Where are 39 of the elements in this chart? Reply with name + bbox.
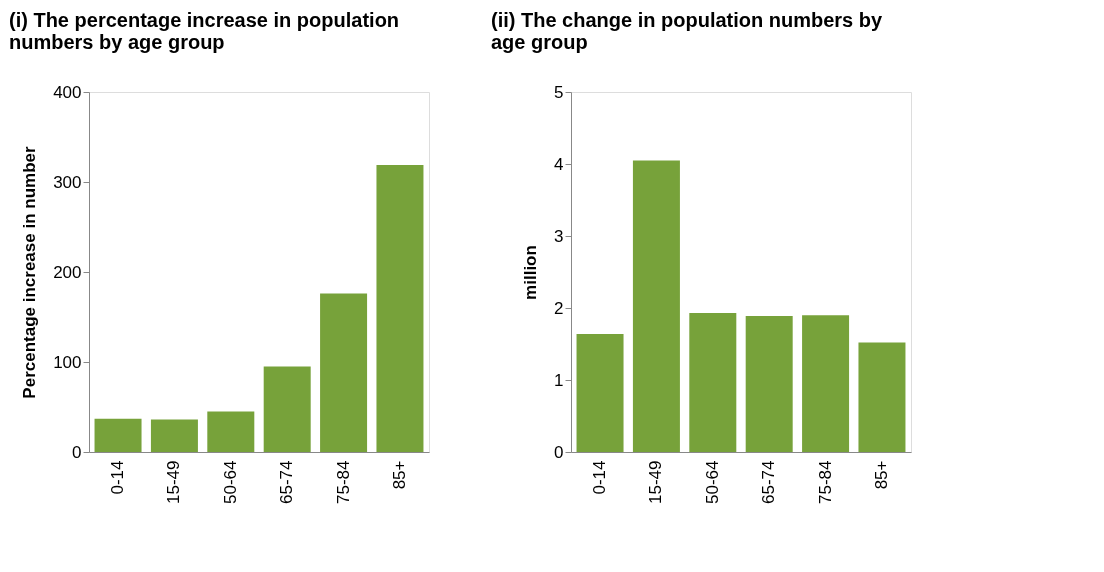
y-tick-label: 4	[554, 154, 564, 174]
x-tick-label: 75-84	[333, 460, 353, 504]
bar	[802, 315, 850, 452]
y-axis-title: Percentage increase in number	[20, 145, 40, 399]
bar	[576, 333, 624, 452]
y-tick-label: 300	[53, 172, 82, 192]
x-tick-label: 15-49	[164, 460, 184, 504]
x-tick-label: 65-74	[759, 460, 779, 504]
y-tick-label: 400	[53, 82, 82, 102]
x-tick-label: 50-64	[220, 460, 240, 504]
y-tick-label: 3	[554, 226, 564, 246]
bar	[150, 419, 198, 452]
bar	[689, 313, 737, 452]
x-tick-label: 50-64	[702, 460, 722, 504]
bar	[632, 160, 680, 452]
y-tick-label: 100	[53, 352, 82, 372]
y-tick-label: 0	[72, 442, 82, 462]
bar	[207, 411, 255, 452]
x-tick-label: 0-14	[590, 460, 610, 495]
x-tick-label: 65-74	[277, 460, 297, 504]
chart-title: (ii) The change in population numbers by age group	[491, 9, 883, 53]
x-tick-label: 85+	[389, 460, 409, 490]
bar	[858, 342, 906, 452]
x-tick-label: 75-84	[815, 460, 835, 504]
y-tick-label: 0	[554, 442, 564, 462]
chart-title: (i) The percentage increase in population numbers by age group	[9, 9, 400, 53]
y-tick-label: 5	[554, 82, 564, 102]
x-tick-label: 0-14	[108, 460, 128, 495]
y-tick-label: 2	[554, 298, 564, 318]
bar	[263, 366, 311, 452]
x-tick-label: 15-49	[646, 460, 666, 504]
x-tick-label: 85+	[871, 460, 891, 490]
bar	[320, 293, 368, 452]
bar	[745, 315, 793, 452]
y-axis-title: million	[521, 245, 541, 300]
bar	[94, 418, 142, 452]
y-tick-label: 200	[53, 262, 82, 282]
y-tick-label: 1	[554, 370, 564, 390]
bar	[376, 164, 424, 452]
